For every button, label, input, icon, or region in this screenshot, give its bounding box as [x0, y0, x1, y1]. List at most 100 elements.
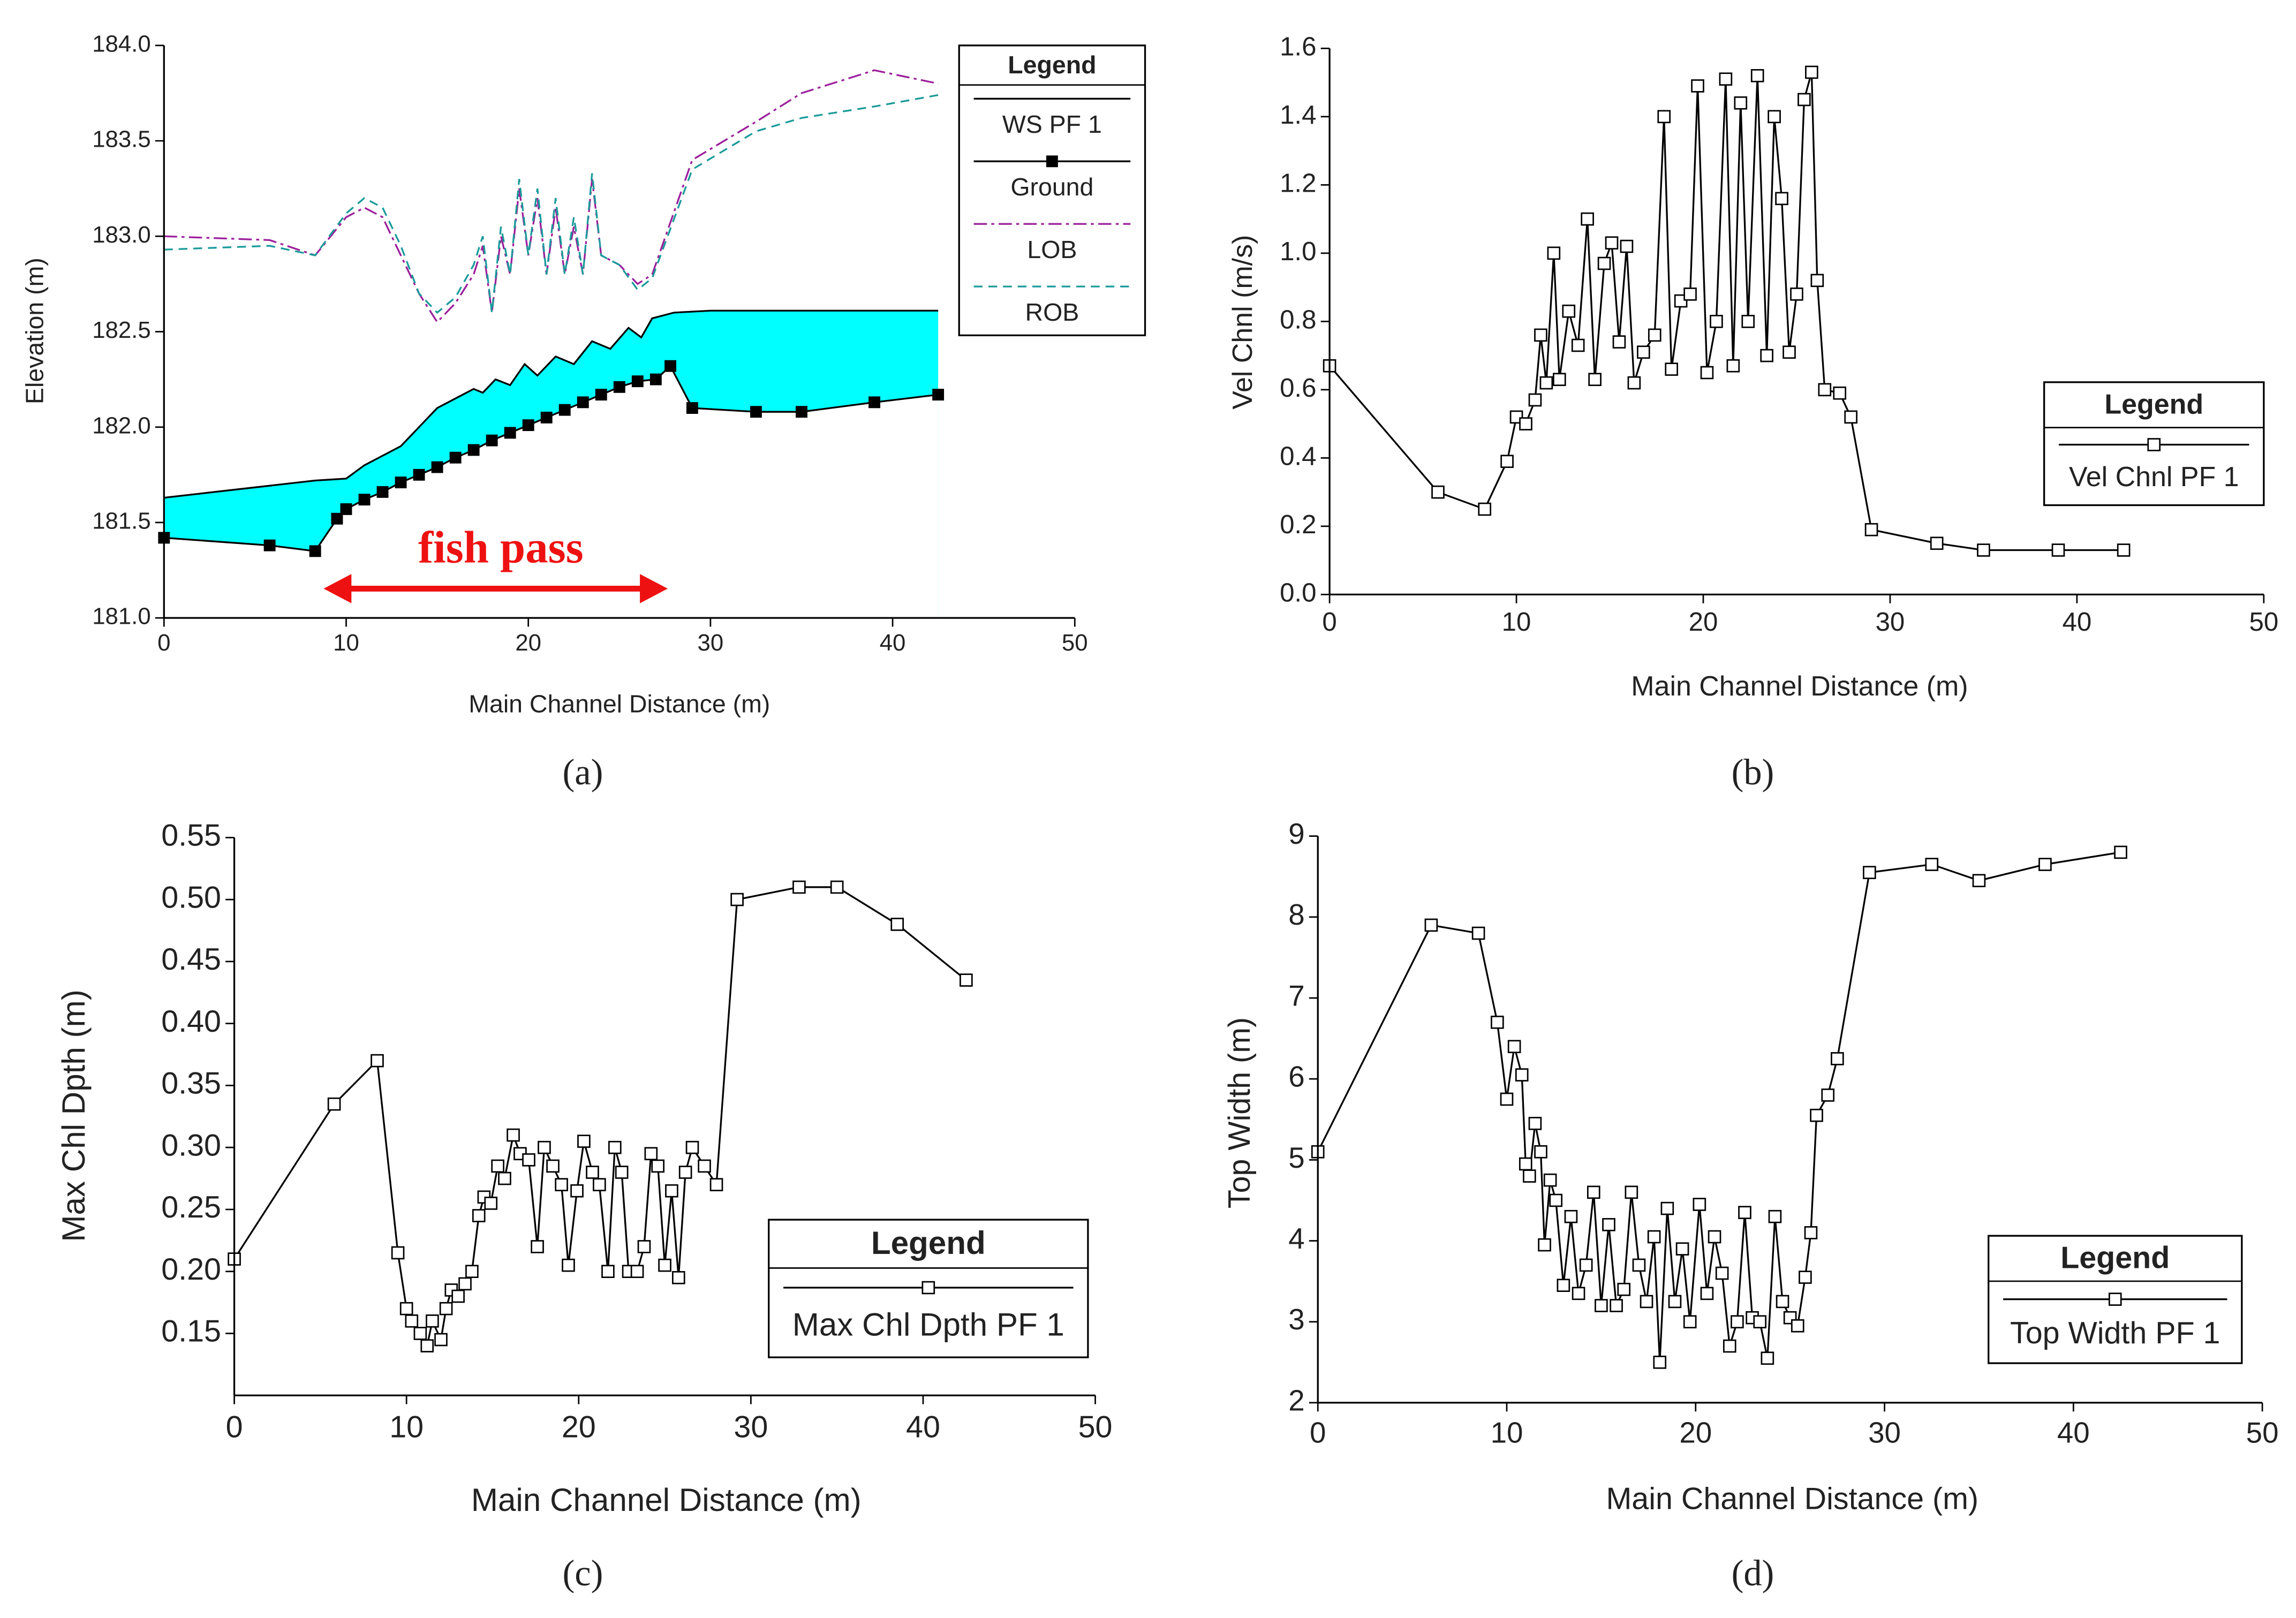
legend-title: Legend [1008, 51, 1096, 79]
legend-label: Ground [1010, 173, 1093, 201]
marker [730, 893, 744, 906]
marker [1534, 1145, 1547, 1159]
marker [309, 545, 321, 557]
marker [540, 411, 553, 424]
marker [371, 1054, 384, 1068]
marker [615, 1166, 629, 1179]
marker [1660, 1201, 1674, 1215]
legend: Legend WS PF 1 Ground LOB ROB [958, 44, 1146, 336]
marker [1768, 110, 1781, 124]
x-tick-label: 30 [734, 1410, 768, 1444]
marker [2114, 845, 2127, 859]
marker [1700, 1287, 1714, 1301]
marker [1693, 1198, 1706, 1211]
y-tick-label: 0.15 [161, 1314, 221, 1349]
x-tick-label: 10 [389, 1410, 424, 1444]
marker [631, 375, 644, 388]
y-tick-label: 0.20 [161, 1252, 221, 1287]
y-tick-label: 0.6 [1280, 373, 1316, 403]
chart: 181.0 181.5 182.0 182.5 183.0 183.5 184.0 0 10 20… [21, 31, 1146, 792]
y-tick-label: 0.30 [161, 1128, 221, 1162]
marker [1710, 315, 1723, 328]
marker [792, 880, 806, 894]
marker [1804, 1226, 1818, 1239]
y-tick-label: 2 [1288, 1383, 1304, 1417]
x-axis-title: Main Channel Distance (m) [471, 1482, 862, 1518]
panel-label: (a) [562, 752, 603, 792]
x-tick-label: 20 [562, 1410, 596, 1444]
marker [1523, 1169, 1536, 1183]
marker [1810, 1108, 1823, 1122]
y-tick-label: 182.0 [92, 412, 150, 438]
x-axis-title: Main Channel Distance (m) [1606, 1481, 1978, 1516]
marker [1572, 1287, 1585, 1301]
y-tick-label: 181.0 [92, 603, 150, 630]
x-tick-label: 20 [515, 630, 541, 656]
x-tick-label: 40 [906, 1410, 940, 1444]
y-tick-label: 184.0 [92, 31, 150, 57]
y-tick-label: 7 [1288, 979, 1304, 1012]
marker [922, 1281, 935, 1295]
y-tick-label: 5 [1288, 1141, 1304, 1174]
y-axis-title: Top Width (m) [1222, 1017, 1257, 1208]
marker [577, 1135, 591, 1148]
marker [1668, 1295, 1682, 1309]
x-axis-title: Main Channel Distance (m) [469, 690, 770, 717]
marker [522, 1153, 535, 1167]
panel-label: (c) [562, 1553, 603, 1593]
marker [651, 1159, 664, 1173]
y-axis-title: Max Chl Dpth (m) [56, 989, 92, 1242]
marker [658, 1258, 671, 1272]
marker [1602, 1218, 1615, 1231]
marker [1675, 1242, 1689, 1256]
marker [1581, 212, 1594, 226]
marker [504, 427, 516, 439]
marker [1612, 335, 1626, 349]
marker [2117, 543, 2131, 557]
marker [1543, 1173, 1557, 1187]
marker [1507, 1040, 1521, 1053]
y-tick-label: 181.5 [92, 508, 150, 534]
marker [630, 1265, 644, 1279]
marker [1539, 376, 1553, 390]
series-line [164, 309, 939, 499]
marker [376, 486, 389, 498]
marker [698, 1159, 711, 1173]
marker [577, 396, 589, 409]
y-tick-label: 1.4 [1280, 100, 1316, 130]
y-tick-label: 3 [1288, 1303, 1304, 1336]
marker [1925, 858, 1939, 871]
marker [637, 1240, 651, 1253]
marker [439, 1302, 453, 1315]
x-tick-label: 10 [1491, 1416, 1523, 1449]
marker [1632, 1258, 1646, 1272]
panel-label: (d) [1732, 1553, 1774, 1593]
x-tick-label: 20 [1689, 607, 1718, 637]
marker [830, 880, 844, 894]
marker [1972, 874, 1986, 888]
marker [1864, 523, 1878, 536]
marker [399, 1302, 413, 1315]
marker [522, 419, 534, 432]
marker [1605, 236, 1619, 250]
marker [1538, 1238, 1551, 1252]
marker [1761, 1351, 1774, 1365]
marker [1930, 536, 1944, 550]
marker [1424, 918, 1438, 932]
marker [263, 539, 276, 551]
marker [1653, 1356, 1667, 1369]
marker [1500, 455, 1514, 468]
marker [1753, 1315, 1767, 1329]
y-tick-label: 0.25 [161, 1190, 221, 1224]
y-tick-label: 6 [1288, 1060, 1304, 1093]
marker [395, 477, 407, 489]
marker [486, 434, 498, 447]
marker [558, 404, 571, 416]
marker [649, 373, 662, 385]
marker [1715, 1266, 1729, 1280]
marker [595, 389, 607, 401]
legend-label: Vel Chnl PF 1 [2069, 462, 2239, 493]
marker [2051, 543, 2065, 557]
marker [1571, 338, 1585, 352]
marker [484, 1197, 498, 1210]
